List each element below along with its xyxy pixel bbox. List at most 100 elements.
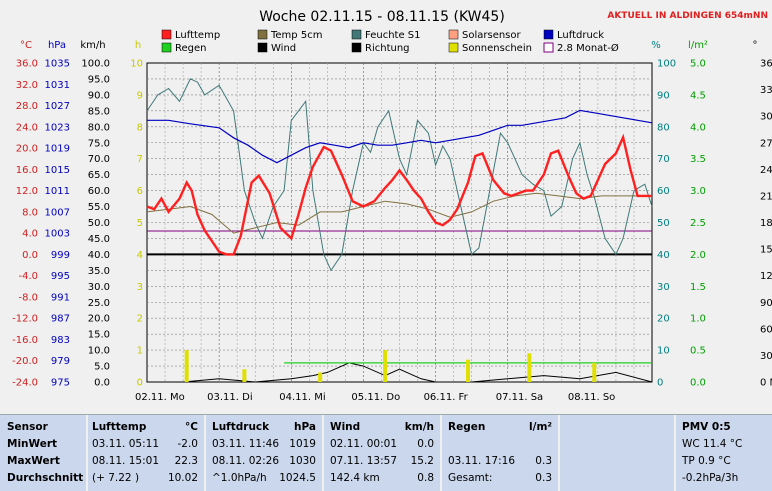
pmv-header: PMV 0:5 [682, 421, 731, 433]
luftdruck-max-value: 1030 [289, 455, 316, 467]
row-label-max: MaxWert [7, 455, 60, 467]
rain-tick-label: 4.5 [690, 90, 706, 101]
wind-max-time: 07.11. 13:57 [330, 455, 397, 467]
spacer-column [560, 415, 676, 491]
wind-column: Wind km/h 02.11. 00:01 0.0 07.11. 13:57 15.… [324, 415, 442, 491]
sun-tick-label: 3 [137, 282, 143, 293]
regen-column: Regen l/m² 03.11. 17:16 0.3 Gesamt: 0.3 [442, 415, 560, 491]
humidity-tick-label: 60 [657, 186, 670, 197]
temp-tick-label: 8.0 [22, 207, 38, 218]
humidity-tick-label: 100 [657, 59, 676, 70]
lufttemp-avg-value: 10.02 [167, 472, 198, 484]
direction-tick-label: 60 [760, 324, 772, 335]
lufttemp-min-time: 03.11. 05:11 [92, 438, 159, 450]
wind-tick-label: 55.0 [88, 202, 110, 213]
pressure-tick-label: 1031 [45, 80, 70, 91]
temp-tick-label: -4.0 [18, 271, 38, 282]
wind-tick-label: 65.0 [88, 170, 110, 181]
luftdruck-trend: ^1.0hPa/h [212, 472, 267, 484]
legend-label-solarsensor: Solarsensor [462, 30, 522, 41]
pressure-tick-label: 991 [51, 292, 70, 303]
pressure-line [147, 109, 653, 164]
lufttemp-min-value: -2.0 [177, 438, 199, 450]
sun-tick-label: 10 [130, 59, 143, 70]
lufttemp-header: Lufttemp [92, 421, 147, 433]
x-tick-label: 02.11. Mo [135, 392, 185, 403]
wind-avg-value: 0.8 [417, 472, 434, 484]
direction-tick-label: 0 N [760, 378, 772, 389]
pressure-tick-label: 979 [51, 356, 70, 367]
humidity-line [146, 78, 653, 272]
legend-swatch-lufttemp [161, 29, 172, 40]
pressure-tick-label: 1003 [45, 229, 70, 240]
humidity-tick-label: 70 [657, 154, 670, 165]
humidity-axis-unit: % [651, 40, 661, 51]
legend-swatch-2-8-monat- [543, 42, 554, 53]
luftdruck-avg-value: 1024.5 [279, 472, 316, 484]
temp-tick-label: 36.0 [16, 59, 38, 70]
x-tick-label: 08.11. So [568, 392, 615, 403]
direction-axis-unit: ° [753, 40, 758, 51]
regen-total-label: Gesamt: [448, 472, 493, 484]
rain-tick-label: 3.5 [690, 154, 706, 165]
lufttemp-max-time: 08.11. 15:01 [92, 455, 159, 467]
row-label-avg: Durchschnitt [7, 472, 84, 484]
wind-tick-label: 25.0 [88, 298, 110, 309]
soil-temp-line [146, 192, 652, 234]
temp-tick-label: -24.0 [12, 378, 38, 389]
x-tick-label: 07.11. Sa [496, 392, 543, 403]
temp-tick-label: 12.0 [16, 186, 38, 197]
x-tick-label: 06.11. Fr [424, 392, 469, 403]
humidity-tick-label: 50 [657, 218, 670, 229]
wind-tick-label: 5.0 [94, 362, 110, 373]
pressure-tick-label: 1035 [45, 59, 70, 70]
wind-tick-label: 100.0 [81, 59, 110, 70]
pressure-tick-label: 1019 [45, 144, 70, 155]
rain-tick-label: 1.0 [690, 314, 706, 325]
sun-tick-label: 8 [137, 122, 143, 133]
legend-swatch-wind [257, 42, 268, 53]
direction-tick-label: 150 [760, 245, 772, 256]
sunshine-bar [184, 350, 189, 382]
sensor-header: Sensor [7, 421, 48, 433]
legend-label-luftdruck: Luftdruck [557, 30, 604, 41]
wind-tick-label: 95.0 [88, 74, 110, 85]
direction-tick-label: 360 N [760, 59, 772, 70]
sun-tick-label: 1 [137, 346, 143, 357]
wind-tick-label: 80.0 [88, 122, 110, 133]
direction-tick-label: 330 [760, 85, 772, 96]
pressure-tick-label: 987 [51, 314, 70, 325]
lufttemp-column: Lufttemp °C 03.11. 05:11 -2.0 08.11. 15:01… [88, 415, 206, 491]
humidity-tick-label: 0 [657, 378, 663, 389]
legend-label-regen: Regen [175, 43, 207, 54]
chart-subtitle: AKTUELL IN ALDINGEN 654mNN [607, 11, 768, 21]
wind-tick-label: 85.0 [88, 106, 110, 117]
luftdruck-unit: hPa [294, 421, 316, 433]
pressure-tick-label: 1007 [45, 207, 70, 218]
wind-min-value: 0.0 [417, 438, 434, 450]
temp-tick-label: 24.0 [16, 122, 38, 133]
regen-max-time: 03.11. 17:16 [448, 455, 515, 467]
sunshine-bar [466, 359, 471, 382]
humidity-tick-label: 90 [657, 90, 670, 101]
direction-tick-label: 90 O [760, 298, 772, 309]
rain-tick-label: 3.0 [690, 186, 706, 197]
rain-tick-label: 0.0 [690, 378, 706, 389]
humidity-tick-label: 30 [657, 282, 670, 293]
humidity-tick-label: 10 [657, 346, 670, 357]
legend-swatch-solarsensor [448, 29, 459, 40]
temp-tick-label: 32.0 [16, 80, 38, 91]
sunshine-bar [318, 372, 323, 382]
pressure-tick-label: 1027 [45, 101, 70, 112]
direction-tick-label: 210 [760, 191, 772, 202]
wind-distance: 142.4 km [330, 472, 380, 484]
wind-tick-label: 20.0 [88, 314, 110, 325]
direction-tick-label: 30 [760, 351, 772, 362]
legend-label-richtung: Richtung [365, 43, 410, 54]
windchill-value: WC 11.4 °C [682, 438, 743, 450]
pressure-tick-label: 995 [51, 271, 70, 282]
sunshine-bar [383, 350, 388, 382]
wind-tick-label: 30.0 [88, 282, 110, 293]
temp-tick-label: -8.0 [18, 292, 38, 303]
direction-tick-label: 180 S [760, 218, 772, 229]
